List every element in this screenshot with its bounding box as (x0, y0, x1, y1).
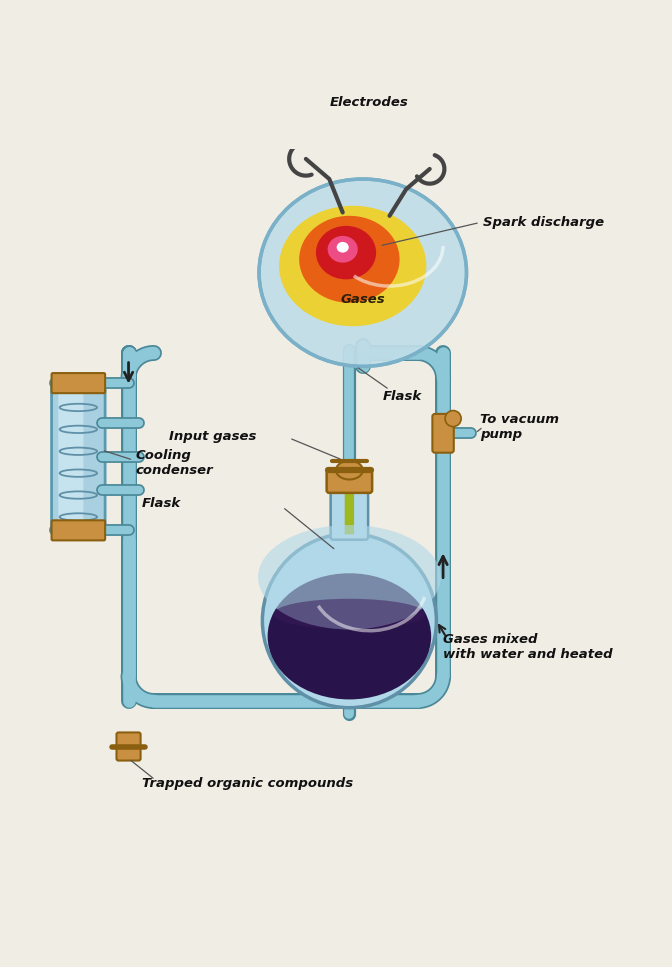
Circle shape (262, 534, 436, 708)
Text: Gases: Gases (341, 293, 385, 306)
Ellipse shape (267, 573, 431, 699)
Text: Gases mixed
with water and heated: Gases mixed with water and heated (443, 633, 613, 661)
FancyBboxPatch shape (327, 470, 372, 493)
FancyBboxPatch shape (58, 387, 83, 527)
Ellipse shape (259, 179, 466, 366)
Text: Flask: Flask (383, 390, 422, 403)
FancyBboxPatch shape (116, 732, 140, 761)
Ellipse shape (328, 236, 358, 263)
Text: Flask: Flask (142, 497, 181, 510)
Ellipse shape (336, 460, 363, 480)
Ellipse shape (299, 216, 400, 303)
FancyBboxPatch shape (52, 373, 105, 394)
Text: Cooling
condenser: Cooling condenser (135, 450, 213, 478)
Ellipse shape (279, 206, 426, 326)
Text: Input gases: Input gases (169, 430, 256, 443)
Text: To vacuum
pump: To vacuum pump (480, 413, 559, 441)
Ellipse shape (337, 242, 349, 252)
Ellipse shape (316, 226, 376, 279)
FancyBboxPatch shape (52, 520, 105, 541)
Ellipse shape (274, 599, 425, 630)
FancyBboxPatch shape (345, 488, 354, 535)
FancyBboxPatch shape (331, 484, 368, 540)
FancyBboxPatch shape (52, 380, 105, 534)
Text: Trapped organic compounds: Trapped organic compounds (142, 777, 353, 790)
Circle shape (445, 411, 461, 426)
Text: Electrodes: Electrodes (330, 96, 409, 108)
Ellipse shape (258, 525, 441, 630)
Text: Spark discharge: Spark discharge (483, 216, 604, 229)
FancyBboxPatch shape (432, 414, 454, 453)
